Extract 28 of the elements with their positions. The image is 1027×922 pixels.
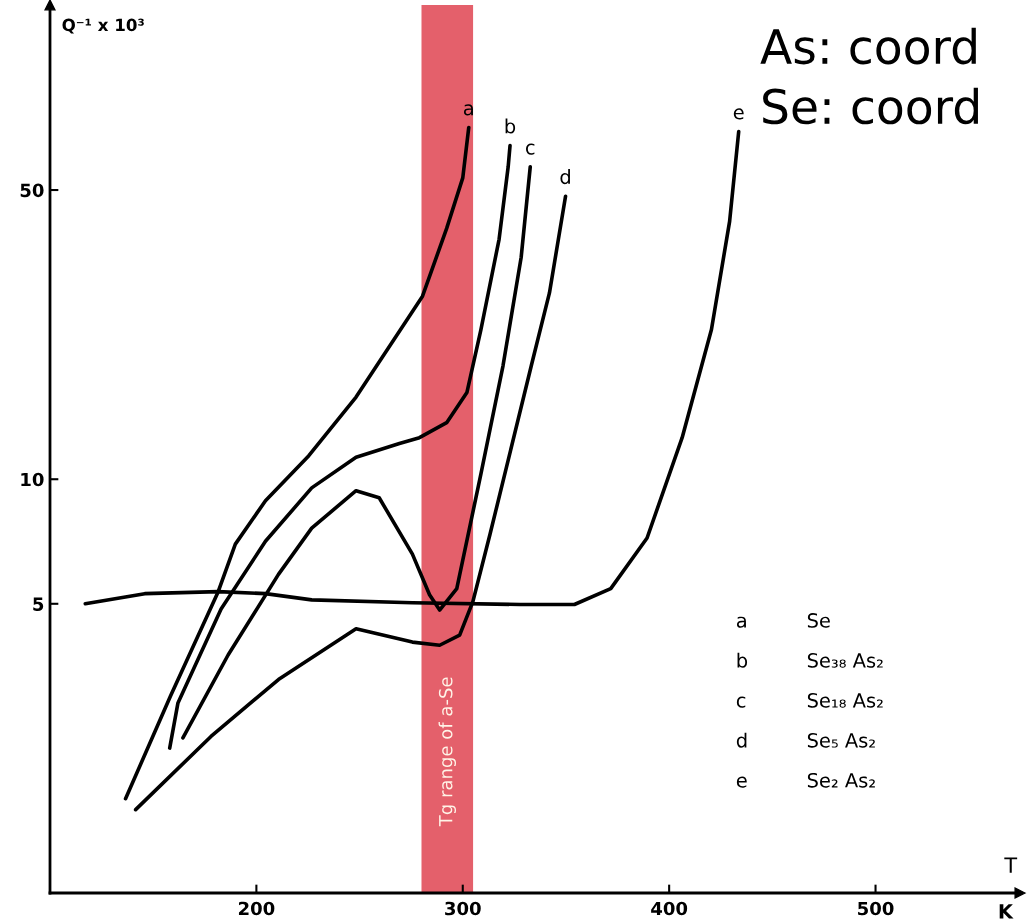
annotation: Se₁₈ As₂ bbox=[807, 693, 883, 708]
series-label: a bbox=[463, 104, 473, 116]
band-label: Tg range of a-Se bbox=[438, 677, 457, 827]
annotation: Se₂ As₂ bbox=[807, 772, 875, 788]
series-label: b bbox=[505, 118, 516, 134]
y-tick-label: 10 bbox=[21, 472, 44, 487]
y-tick-label: 5 bbox=[33, 597, 44, 611]
y-axis-title: Q⁻¹ x 10³ bbox=[62, 18, 144, 34]
x-tick-label: 200 bbox=[238, 901, 275, 916]
annotation: Se₃₈ As₂ bbox=[807, 653, 883, 668]
text: c bbox=[736, 696, 746, 708]
text: b bbox=[737, 652, 748, 668]
series-label: c bbox=[525, 143, 535, 155]
annotation: Se: coord bbox=[763, 87, 978, 125]
x-tick-label: 300 bbox=[445, 901, 481, 916]
annotation: Se₅ As₂ bbox=[807, 732, 875, 748]
series-label: e bbox=[733, 108, 744, 120]
x-axis-title: T bbox=[1004, 857, 1018, 873]
text: e bbox=[736, 776, 747, 788]
text: a bbox=[736, 616, 746, 628]
series-label: d bbox=[560, 169, 570, 185]
x-tick-label: 500 bbox=[858, 901, 894, 916]
annotation: Se bbox=[807, 613, 830, 628]
annotation: As: coord bbox=[760, 27, 976, 65]
y-tick-label: 50 bbox=[20, 183, 44, 198]
x-tick-label: 400 bbox=[651, 901, 688, 916]
text: K bbox=[999, 904, 1014, 919]
text: d bbox=[736, 732, 747, 748]
